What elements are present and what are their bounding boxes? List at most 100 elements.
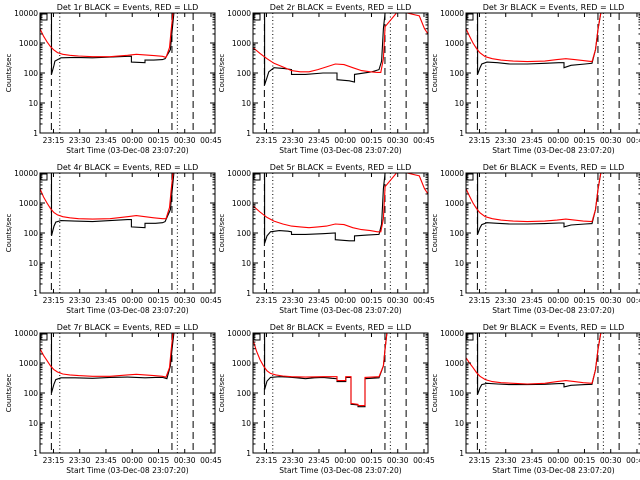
y-tick-label: 1000	[232, 199, 251, 208]
x-axis-title: Start Time (03-Dec-08 23:07:20)	[492, 466, 614, 475]
x-axis-title: Start Time (03-Dec-08 23:07:20)	[66, 146, 188, 155]
x-tick-label: 00:45	[200, 136, 222, 145]
y-tick-label: 10	[28, 99, 38, 108]
y-tick-label: 1	[459, 289, 464, 298]
plot-frame	[252, 332, 429, 454]
plot-frame	[465, 332, 640, 454]
events-series-line	[50, 173, 175, 237]
y-tick-label: 1000	[19, 39, 38, 48]
upper-left-box-mark	[466, 333, 474, 341]
y-axis-title: Counts/sec	[5, 54, 13, 93]
x-tick-label: 00:45	[626, 456, 640, 465]
x-tick-label: 23:45	[521, 296, 543, 305]
detector-panel: Det 3r BLACK = Events, RED = LLD 23:15 23:…	[431, 3, 640, 155]
lld-series-line	[253, 173, 428, 233]
x-tick-label: 00:15	[574, 456, 596, 465]
y-axis-title: Counts/sec	[431, 54, 439, 93]
x-tick-label: 00:45	[200, 456, 222, 465]
y-tick-label: 10	[241, 259, 251, 268]
x-tick-label: 00:15	[148, 456, 170, 465]
detector-panel: Det 6r BLACK = Events, RED = LLD 23:15 23:…	[431, 163, 640, 315]
detector-panel: Det 9r BLACK = Events, RED = LLD 23:15 23:…	[431, 323, 640, 475]
plot-frame	[465, 12, 640, 134]
detector-panel: Det 5r BLACK = Events, RED = LLD 23:15 23:…	[218, 163, 435, 315]
x-tick-label: 00:30	[387, 456, 409, 465]
x-tick-label: 00:30	[387, 136, 409, 145]
panel-title: Det 5r BLACK = Events, RED = LLD	[270, 163, 412, 172]
x-axis-title: Start Time (03-Dec-08 23:07:20)	[279, 306, 401, 315]
upper-left-box-mark	[40, 173, 48, 181]
panel-title: Det 6r BLACK = Events, RED = LLD	[483, 163, 625, 172]
x-tick-label: 00:00	[334, 136, 356, 145]
y-tick-label: 10000	[440, 169, 464, 178]
y-tick-label: 1	[33, 129, 38, 138]
x-tick-label: 00:00	[334, 296, 356, 305]
y-tick-label: 10000	[440, 9, 464, 18]
events-series-line	[477, 13, 602, 75]
y-tick-label: 10	[454, 99, 464, 108]
y-tick-label: 10000	[227, 9, 251, 18]
x-tick-label: 00:30	[600, 296, 622, 305]
panel-title: Det 9r BLACK = Events, RED = LLD	[483, 323, 625, 332]
y-tick-label: 100	[237, 229, 252, 238]
plot-frame	[252, 12, 429, 134]
x-tick-label: 00:15	[361, 136, 383, 145]
detector-panel: Det 1r BLACK = Events, RED = LLD 23:15 23:…	[5, 3, 222, 155]
y-tick-label: 10	[454, 419, 464, 428]
x-tick-label: 23:30	[69, 456, 91, 465]
y-tick-label: 100	[24, 229, 39, 238]
y-tick-label: 1000	[445, 199, 464, 208]
x-tick-label: 00:15	[361, 456, 383, 465]
y-tick-label: 1000	[19, 359, 38, 368]
y-tick-label: 1	[33, 289, 38, 298]
x-tick-label: 00:45	[413, 456, 435, 465]
x-tick-label: 00:45	[200, 296, 222, 305]
y-tick-label: 10000	[440, 329, 464, 338]
y-axis-title: Counts/sec	[431, 214, 439, 253]
plot-frame	[252, 172, 429, 294]
upper-left-box-mark	[253, 173, 261, 181]
x-tick-label: 00:30	[600, 456, 622, 465]
y-tick-label: 100	[237, 389, 252, 398]
x-tick-label: 23:30	[282, 136, 304, 145]
panel-title: Det 3r BLACK = Events, RED = LLD	[483, 3, 625, 12]
y-tick-label: 100	[24, 69, 39, 78]
y-tick-label: 1000	[19, 199, 38, 208]
x-tick-label: 23:30	[282, 456, 304, 465]
lld-series-line	[253, 13, 428, 73]
x-tick-label: 23:15	[469, 456, 491, 465]
y-tick-label: 1000	[445, 359, 464, 368]
x-tick-label: 23:45	[95, 136, 117, 145]
plot-frame	[39, 332, 216, 454]
x-tick-label: 23:30	[495, 456, 517, 465]
x-tick-label: 00:00	[121, 136, 143, 145]
lld-series-line	[253, 333, 388, 407]
y-tick-label: 10000	[227, 329, 251, 338]
x-axis-title: Start Time (03-Dec-08 23:07:20)	[279, 466, 401, 475]
x-tick-label: 23:45	[521, 456, 543, 465]
y-tick-label: 100	[24, 389, 39, 398]
x-tick-label: 00:45	[626, 296, 640, 305]
detector-panel: Det 2r BLACK = Events, RED = LLD 23:15 23:…	[218, 3, 435, 155]
x-tick-label: 00:00	[121, 456, 143, 465]
x-axis-title: Start Time (03-Dec-08 23:07:20)	[492, 306, 614, 315]
x-tick-label: 00:30	[174, 136, 196, 145]
y-tick-label: 10000	[14, 329, 38, 338]
y-tick-label: 10	[454, 259, 464, 268]
x-tick-label: 00:15	[148, 136, 170, 145]
y-tick-label: 10000	[14, 9, 38, 18]
y-tick-label: 1	[246, 129, 251, 138]
lld-series-line	[466, 173, 602, 223]
y-axis-title: Counts/sec	[5, 214, 13, 253]
x-tick-label: 00:15	[574, 296, 596, 305]
lld-series-line	[40, 333, 174, 378]
lld-series-line	[40, 13, 174, 59]
x-tick-label: 23:45	[95, 456, 117, 465]
detector-panel: Det 4r BLACK = Events, RED = LLD 23:15 23:…	[5, 163, 222, 315]
x-axis-title: Start Time (03-Dec-08 23:07:20)	[66, 466, 188, 475]
x-tick-label: 00:00	[121, 296, 143, 305]
x-tick-label: 00:15	[361, 296, 383, 305]
events-series-line	[477, 173, 602, 235]
x-axis-title: Start Time (03-Dec-08 23:07:20)	[66, 306, 188, 315]
